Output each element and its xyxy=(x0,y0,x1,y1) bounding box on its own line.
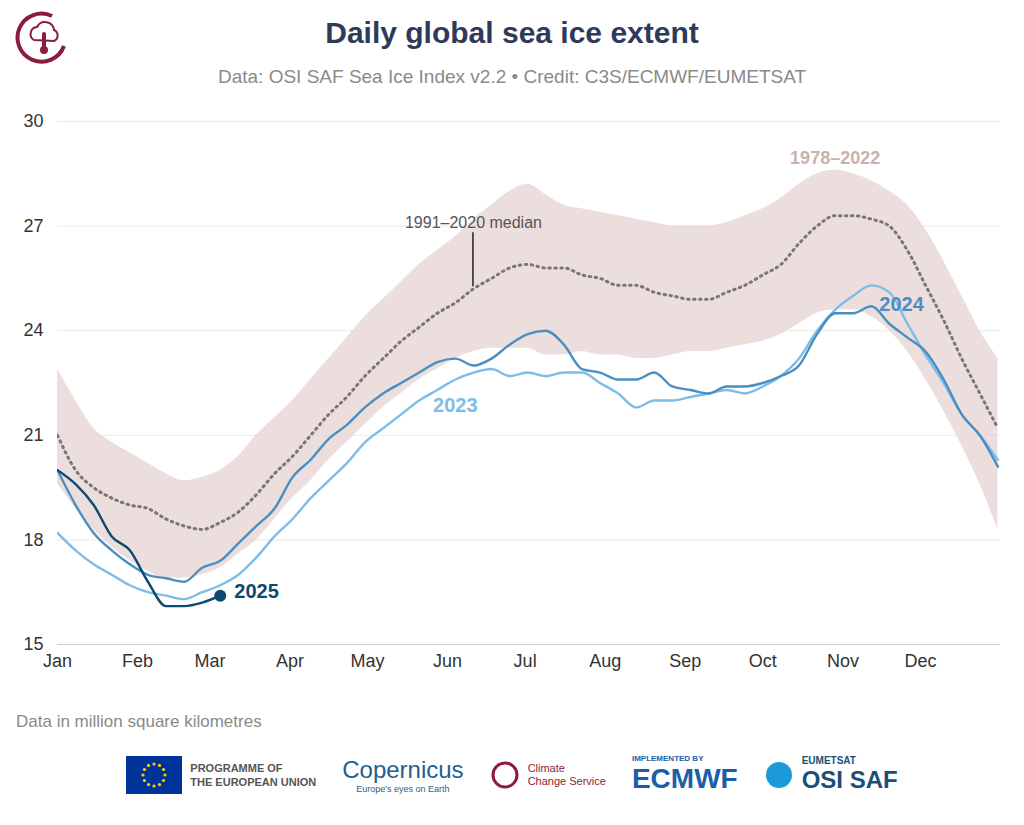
html-text:Data in million square kilomet: Data in million square kilometres xyxy=(16,712,262,731)
html-text:THE EUROPEAN UNION: THE EUROPEAN UNION xyxy=(190,775,317,788)
svg-text:Dec: Dec xyxy=(904,651,936,671)
svg-text:Oct: Oct xyxy=(749,651,777,671)
svg-text:1978–2022: 1978–2022 xyxy=(790,148,880,168)
svg-text:1991–2020 median: 1991–2020 median xyxy=(405,214,542,231)
html-text:Climate: Climate xyxy=(527,761,565,774)
svg-text:Jan: Jan xyxy=(43,651,72,671)
svg-text:2025: 2025 xyxy=(234,580,279,602)
svg-text:Apr: Apr xyxy=(276,651,304,671)
html-text:EUMETSAT: EUMETSAT xyxy=(801,755,856,766)
svg-text:Feb: Feb xyxy=(122,651,153,671)
svg-text:21: 21 xyxy=(23,425,43,445)
svg-text:18: 18 xyxy=(23,530,43,550)
html-text:Europe's eyes on Earth: Europe's eyes on Earth xyxy=(356,783,450,794)
svg-text:Aug: Aug xyxy=(589,651,621,671)
html-text:Data: OSI SAF Sea Ice Index v2: Data: OSI SAF Sea Ice Index v2.2 • Credi… xyxy=(218,66,806,87)
svg-text:Sep: Sep xyxy=(669,651,701,671)
svg-text:24: 24 xyxy=(23,320,43,340)
html-text:PROGRAMME OF: PROGRAMME OF xyxy=(190,761,283,774)
svg-text:2024: 2024 xyxy=(879,293,924,315)
html-text:ECMWF: ECMWF xyxy=(631,763,738,794)
svg-text:Mar: Mar xyxy=(194,651,225,671)
svg-text:15: 15 xyxy=(23,634,43,654)
svg-text:Nov: Nov xyxy=(827,651,859,671)
svg-text:May: May xyxy=(351,651,385,671)
html-text:Copernicus: Copernicus xyxy=(342,755,464,783)
svg-text:30: 30 xyxy=(23,111,43,131)
html-text:Daily global sea ice extent: Daily global sea ice extent xyxy=(325,16,699,49)
svg-text:Jun: Jun xyxy=(433,651,462,671)
svg-text:Jul: Jul xyxy=(514,651,537,671)
svg-text:27: 27 xyxy=(23,216,43,236)
html-text:IMPLEMENTED BY: IMPLEMENTED BY xyxy=(631,754,704,763)
svg-text:2023: 2023 xyxy=(433,394,478,416)
html-text:OSI SAF: OSI SAF xyxy=(801,766,898,793)
html-text:Change Service: Change Service xyxy=(527,774,606,787)
